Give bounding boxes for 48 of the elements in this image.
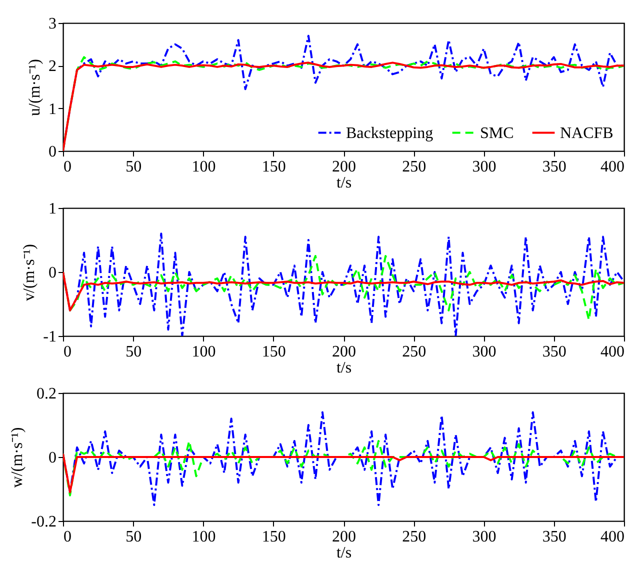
y-tick-label: 1 (48, 200, 56, 218)
x-tick-label: 200 (332, 344, 356, 360)
x-tick-label: 350 (542, 344, 566, 360)
x-tick-label: 300 (472, 528, 496, 546)
x-tick-label: 0 (64, 344, 72, 360)
x-tick-label: 200 (332, 528, 356, 546)
y-tick-label: 0 (48, 264, 56, 282)
y-tick-label: -0.2 (31, 514, 56, 530)
x-tick-label: 100 (192, 528, 216, 546)
x-tick-label: 0 (64, 528, 72, 546)
y-tick-label: 3 (48, 16, 56, 32)
x-tick-label: 250 (402, 344, 426, 360)
y-tick-label: 0 (48, 450, 56, 466)
x-tick-label: 400 (600, 158, 624, 176)
y-axis-title: u/(m·s⁻¹) (26, 59, 44, 116)
x-tick-label: 350 (542, 158, 566, 176)
line-series (63, 271, 624, 312)
y-axis-title: v/(m·s⁻¹) (21, 244, 38, 301)
line-series (63, 452, 624, 494)
x-tick-label: 0 (64, 158, 72, 176)
legend-label: Backstepping (346, 124, 434, 142)
x-tick-label: 400 (600, 528, 624, 546)
x-tick-label: 300 (472, 158, 496, 176)
x-axis-title: t/s (336, 174, 352, 192)
x-tick-label: 250 (402, 528, 426, 546)
y-tick-label: 0.2 (36, 386, 56, 402)
x-tick-label: 150 (262, 158, 286, 176)
x-axis-title: t/s (336, 544, 352, 562)
x-tick-label: 150 (262, 344, 286, 360)
x-tick-label: 50 (126, 528, 142, 546)
x-tick-label: 250 (402, 158, 426, 176)
y-tick-label: 0 (48, 144, 56, 160)
x-tick-label: 400 (600, 344, 624, 360)
x-tick-label: 300 (472, 344, 496, 360)
y-axis-title: w/(m·s⁻¹) (9, 427, 26, 488)
legend-label: SMC (480, 124, 514, 142)
y-tick-label: -1 (43, 328, 56, 346)
legend-label: NACFB (560, 124, 614, 142)
x-tick-label: 100 (192, 344, 216, 360)
x-tick-label: 200 (332, 158, 356, 176)
x-tick-label: 350 (542, 528, 566, 546)
x-tick-label: 50 (126, 158, 142, 176)
x-tick-label: 100 (192, 158, 216, 176)
x-tick-label: 50 (126, 344, 142, 360)
y-tick-label: 1 (48, 100, 56, 118)
x-tick-label: 150 (262, 528, 286, 546)
x-axis-title: t/s (336, 360, 352, 376)
y-tick-label: 2 (48, 58, 56, 76)
